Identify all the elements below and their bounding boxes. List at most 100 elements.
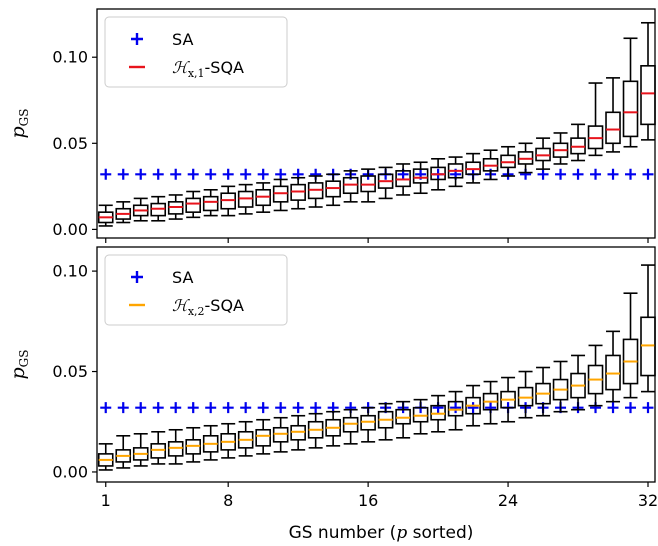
sa-marker <box>152 168 164 180</box>
box-body <box>360 414 376 431</box>
box-body <box>412 168 429 184</box>
box-17 <box>377 402 394 441</box>
sa-marker <box>187 168 199 180</box>
box-body <box>255 428 271 447</box>
box-12 <box>290 176 306 210</box>
legend-label: ℋx,2-SQA <box>172 296 244 318</box>
legend-label: SA <box>172 30 193 49</box>
sa-marker <box>240 402 252 414</box>
x-tick-label: 16 <box>358 491 378 510</box>
box-11 <box>272 178 289 212</box>
sa-marker <box>222 402 234 414</box>
x-axis-label: GS number (p sorted) <box>289 523 474 543</box>
box-32 <box>640 21 656 141</box>
x-tick-label: 1 <box>101 491 111 510</box>
box-21 <box>447 390 464 431</box>
legend-marker-sa <box>131 271 143 283</box>
sa-marker <box>240 168 252 180</box>
box-23 <box>482 149 499 181</box>
box-28 <box>570 123 586 162</box>
box-body <box>412 406 429 423</box>
box-31 <box>622 37 639 148</box>
sa-marker <box>537 168 549 180</box>
legend-marker-sa <box>131 33 143 45</box>
box-27 <box>552 360 569 413</box>
sa-marker <box>205 402 217 414</box>
box-26 <box>535 366 551 417</box>
box-18 <box>395 163 411 196</box>
box-25 <box>517 370 534 419</box>
box-body <box>342 416 359 433</box>
box-body <box>517 386 534 407</box>
box-13 <box>307 175 324 208</box>
box-13 <box>307 412 324 449</box>
box-body <box>622 80 639 138</box>
sa-marker <box>625 402 637 414</box>
box-21 <box>447 156 464 188</box>
box-body <box>167 441 184 457</box>
sa-marker <box>642 402 654 414</box>
box-31 <box>622 292 639 399</box>
box-5 <box>167 428 184 465</box>
y-tick-label: 0.05 <box>52 134 88 153</box>
box-body <box>640 65 656 126</box>
box-18 <box>395 400 411 439</box>
box-1 <box>97 443 114 471</box>
box-body <box>150 443 167 459</box>
box-7 <box>202 424 219 461</box>
box-8 <box>220 422 236 459</box>
bottom-panel: 0.00 0.05 0.10 1 8 16 24 32 pGS SA ℋx,2-SQA <box>7 246 658 510</box>
box-16 <box>360 168 376 203</box>
sa-marker <box>590 168 602 180</box>
box-6 <box>185 426 202 463</box>
box-14 <box>325 173 341 207</box>
box-28 <box>570 354 586 411</box>
legend: SA ℋx,2-SQA <box>104 254 288 326</box>
legend-label: SA <box>172 268 193 287</box>
sa-marker <box>135 168 147 180</box>
sa-marker <box>555 168 567 180</box>
sa-marker <box>257 402 269 414</box>
sa-marker <box>170 402 182 414</box>
box-19 <box>412 161 429 195</box>
box-4 <box>150 430 167 465</box>
box-body <box>605 111 621 145</box>
box-20 <box>430 394 446 433</box>
y-axis-label: pGS <box>7 109 31 139</box>
sa-marker <box>117 168 129 180</box>
box-2 <box>115 201 132 224</box>
box-16 <box>360 406 376 443</box>
box-30 <box>605 77 621 153</box>
box-body <box>430 404 446 421</box>
y-tick-label: 0.05 <box>52 362 88 381</box>
legend: SA ℋx,1-SQA <box>104 16 288 88</box>
box-body <box>290 424 306 441</box>
box-4 <box>150 195 167 222</box>
box-29 <box>587 344 604 407</box>
box-25 <box>517 142 534 174</box>
sa-marker <box>100 168 112 180</box>
box-6 <box>185 190 202 219</box>
box-12 <box>290 414 306 451</box>
box-20 <box>430 157 446 191</box>
top-panel: 0.00 0.05 0.10 pGS SA ℋx,1-SQA <box>7 8 656 243</box>
box-24 <box>500 145 516 177</box>
x-tick-label: 32 <box>638 491 658 510</box>
sa-marker <box>205 168 217 180</box>
sa-marker <box>467 402 479 414</box>
y-tick-label: 0.10 <box>52 262 88 281</box>
sa-marker <box>117 402 129 414</box>
legend-frame <box>104 254 288 326</box>
box-8 <box>220 185 236 217</box>
sa-marker <box>625 168 637 180</box>
sa-marker <box>170 168 182 180</box>
box-body <box>202 195 219 212</box>
box-body <box>605 354 621 391</box>
sa-marker <box>450 402 462 414</box>
box-15 <box>342 408 359 445</box>
box-32 <box>640 264 656 393</box>
box-7 <box>202 188 219 217</box>
box-11 <box>272 416 289 453</box>
box-body <box>272 426 289 443</box>
sa-marker <box>275 402 287 414</box>
